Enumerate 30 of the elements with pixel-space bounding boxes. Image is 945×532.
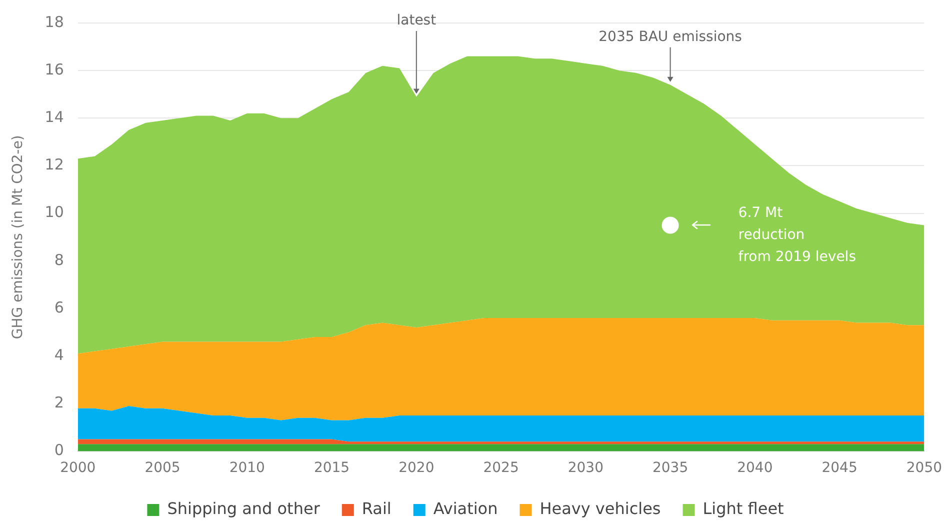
y-tick-label: 6 <box>54 298 64 316</box>
y-tick-label: 8 <box>54 250 64 269</box>
legend-label: Rail <box>362 499 392 518</box>
y-tick-label: 10 <box>44 203 64 222</box>
y-tick-label: 14 <box>44 108 64 126</box>
x-tick-label: 2020 <box>398 460 434 476</box>
x-tick-label: 2025 <box>483 460 519 476</box>
x-tick-label: 2045 <box>822 460 858 476</box>
y-tick-label: 16 <box>44 60 64 78</box>
annotation: latest <box>396 12 437 29</box>
annotation: 6.7 Mt reduction from 2019 levels <box>738 204 856 265</box>
x-tick-label: 2005 <box>144 460 180 476</box>
y-tick-label: 18 <box>44 12 64 31</box>
y-tick-label: 2 <box>54 394 64 412</box>
legend-label: Aviation <box>433 499 498 518</box>
x-tick-label: 2015 <box>314 460 350 476</box>
legend-label: Heavy vehicles <box>540 499 661 518</box>
x-tick-label: 2010 <box>229 460 265 476</box>
x-tick-label: 2000 <box>60 460 96 476</box>
y-tick-label: 0 <box>54 441 64 460</box>
annotation: 2035 BAU emissions <box>598 28 742 45</box>
x-tick-label: 2050 <box>906 460 942 476</box>
x-tick-label: 2035 <box>652 460 688 476</box>
legend-label: Light fleet <box>702 499 784 518</box>
legend-label: Shipping and other <box>167 499 320 518</box>
y-tick-label: 12 <box>44 156 64 174</box>
y-axis-title: GHG emissions (in Mt CO2-e) <box>10 135 26 340</box>
x-tick-label: 2030 <box>568 460 604 476</box>
x-tick-label: 2040 <box>737 460 773 476</box>
y-tick-label: 4 <box>54 346 64 364</box>
